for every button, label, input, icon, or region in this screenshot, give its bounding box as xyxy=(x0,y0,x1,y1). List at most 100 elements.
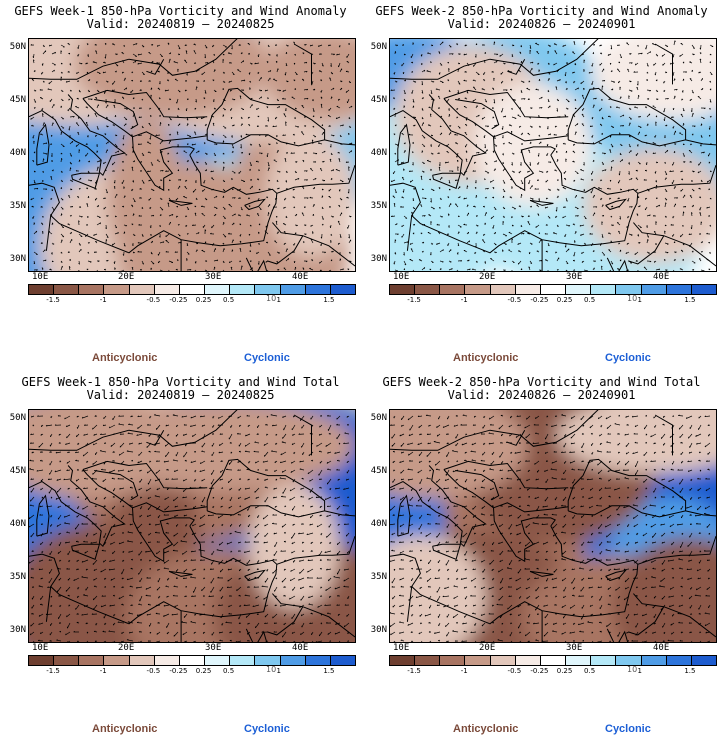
wind-arrow-head xyxy=(572,160,574,162)
wind-arrow-head xyxy=(529,47,532,49)
wind-arrow-head xyxy=(185,109,187,112)
wind-arrow-head xyxy=(205,169,208,172)
wind-arrow-head xyxy=(177,115,179,117)
wind-arrow-head xyxy=(92,61,95,63)
wind-arrow-head xyxy=(336,423,338,426)
wind-arrow-head xyxy=(67,487,69,490)
wind-arrow-head xyxy=(451,268,453,270)
wind-arrow xyxy=(29,523,35,528)
wind-arrow-head xyxy=(231,136,233,138)
wind-arrow-head xyxy=(664,230,666,233)
wind-arrow-head xyxy=(68,266,71,268)
wind-arrow-head xyxy=(64,417,66,420)
wind-arrow xyxy=(47,88,53,91)
wind-arrow-head xyxy=(440,115,443,118)
wind-arrow-head xyxy=(173,499,175,502)
wind-arrow-head xyxy=(290,471,292,473)
wind-arrow-head xyxy=(292,434,294,436)
wind-arrow-head xyxy=(412,199,415,202)
wind-arrow-head xyxy=(281,470,284,473)
wind-arrow-head xyxy=(697,171,699,174)
wind-arrow xyxy=(262,460,269,463)
wind-arrow-head xyxy=(583,189,586,192)
wind-arrow xyxy=(511,116,517,119)
wind-arrow-head xyxy=(174,505,177,508)
wind-arrow-head xyxy=(465,118,468,121)
wind-arrow-head xyxy=(36,187,39,190)
wind-arrow-head xyxy=(675,251,677,254)
wind-arrow xyxy=(502,233,508,237)
wind-arrow-head xyxy=(156,541,159,543)
wind-arrow-head xyxy=(690,227,693,230)
wind-arrow-head xyxy=(611,166,613,169)
wind-arrow-head xyxy=(298,433,301,435)
wind-arrow-head xyxy=(137,62,140,65)
wind-arrow-head xyxy=(319,269,322,271)
wind-arrow-head xyxy=(93,433,95,436)
wind-arrow xyxy=(298,532,305,535)
wind-arrow-head xyxy=(708,188,710,191)
wind-arrow-head xyxy=(51,189,53,192)
wind-arrow-head xyxy=(234,530,237,533)
wind-arrow-head xyxy=(172,414,175,416)
wind-arrow-head xyxy=(472,79,475,81)
map-area[interactable] xyxy=(389,38,717,272)
wind-arrow-head xyxy=(206,133,208,136)
wind-arrow xyxy=(65,541,71,544)
wind-arrow-head xyxy=(649,260,652,263)
wind-arrow-head xyxy=(582,94,584,97)
wind-arrow-head xyxy=(580,234,582,236)
coastline xyxy=(244,198,266,211)
wind-arrow xyxy=(191,532,197,536)
wind-arrow xyxy=(291,424,296,431)
wind-arrow-head xyxy=(505,89,508,91)
wind-arrow-head xyxy=(156,62,158,64)
wind-arrow-head xyxy=(147,424,149,426)
wind-arrow-head xyxy=(699,212,702,214)
map-area[interactable] xyxy=(28,38,356,272)
map-valid-dates: Valid: 20240819 – 20240825 xyxy=(86,388,275,402)
wind-arrow xyxy=(309,487,314,493)
wind-arrow xyxy=(86,203,89,208)
wind-arrow-head xyxy=(348,133,350,135)
wind-arrow-head xyxy=(68,195,70,197)
wind-arrow-head xyxy=(77,80,79,82)
wind-arrow-head xyxy=(139,80,142,82)
wind-arrow-head xyxy=(566,62,569,64)
wind-arrow-head xyxy=(257,469,259,471)
wind-arrow-head xyxy=(58,433,60,436)
wind-arrow-head xyxy=(294,88,297,90)
map-area[interactable] xyxy=(28,409,356,643)
wind-arrow-head xyxy=(424,197,427,200)
wind-arrow xyxy=(300,415,305,421)
wind-arrow xyxy=(48,487,53,494)
wind-arrow-head xyxy=(535,88,538,90)
wind-arrow-head xyxy=(305,152,308,154)
coastline xyxy=(293,414,312,456)
wind-arrow-head xyxy=(150,267,153,270)
wind-arrow xyxy=(120,460,125,465)
wind-arrow xyxy=(661,53,666,57)
wind-arrow xyxy=(137,460,143,464)
wind-arrow-head xyxy=(302,186,304,188)
wind-arrow-head xyxy=(282,134,284,136)
wind-arrow-head xyxy=(125,260,127,263)
wind-arrow-head xyxy=(591,179,593,181)
wind-arrow-head xyxy=(511,55,514,57)
wind-arrow-head xyxy=(190,461,193,463)
wind-arrow-head xyxy=(618,230,620,233)
wind-arrow xyxy=(63,478,71,481)
wind-arrow-head xyxy=(236,432,239,435)
coastline xyxy=(29,154,278,254)
wind-arrow-head xyxy=(154,443,156,445)
wind-arrow-head xyxy=(103,505,106,507)
wind-arrow-head xyxy=(502,249,504,251)
wind-arrow-head xyxy=(151,87,153,90)
wind-arrow xyxy=(199,487,206,489)
wind-arrow-head xyxy=(693,53,695,56)
wind-arrow-head xyxy=(187,143,189,146)
lat-label: 50N xyxy=(9,42,26,52)
wind-arrow-head xyxy=(176,162,179,165)
wind-arrow-head xyxy=(263,444,266,446)
wind-arrow-head xyxy=(474,56,477,58)
